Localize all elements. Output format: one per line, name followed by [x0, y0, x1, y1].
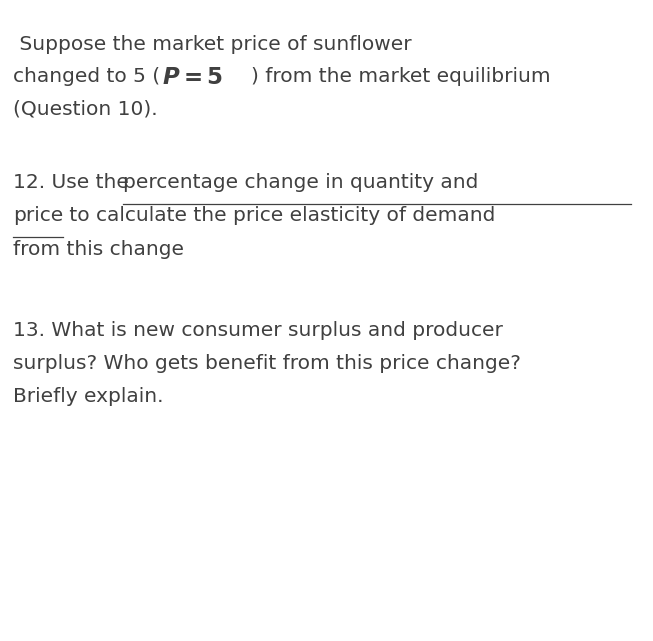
- Text: surplus? Who gets benefit from this price change?: surplus? Who gets benefit from this pric…: [13, 354, 521, 373]
- Text: from this change: from this change: [13, 240, 184, 259]
- Text: Briefly explain.: Briefly explain.: [13, 387, 163, 406]
- Text: (Question 10).: (Question 10).: [13, 99, 157, 119]
- Text: to calculate the price elasticity of demand: to calculate the price elasticity of dem…: [63, 206, 496, 226]
- Text: 13. What is new consumer surplus and producer: 13. What is new consumer surplus and pro…: [13, 320, 503, 340]
- Text: ) from the market equilibrium: ) from the market equilibrium: [251, 67, 551, 87]
- Text: changed to 5 (: changed to 5 (: [13, 67, 160, 87]
- Text: Suppose the market price of sunflower: Suppose the market price of sunflower: [13, 35, 411, 54]
- Text: price: price: [13, 206, 63, 226]
- Text: 12. Use the: 12. Use the: [13, 173, 135, 192]
- Text: percentage change in quantity and: percentage change in quantity and: [123, 173, 478, 192]
- Text: $\boldsymbol{P=5}$: $\boldsymbol{P=5}$: [162, 66, 223, 89]
